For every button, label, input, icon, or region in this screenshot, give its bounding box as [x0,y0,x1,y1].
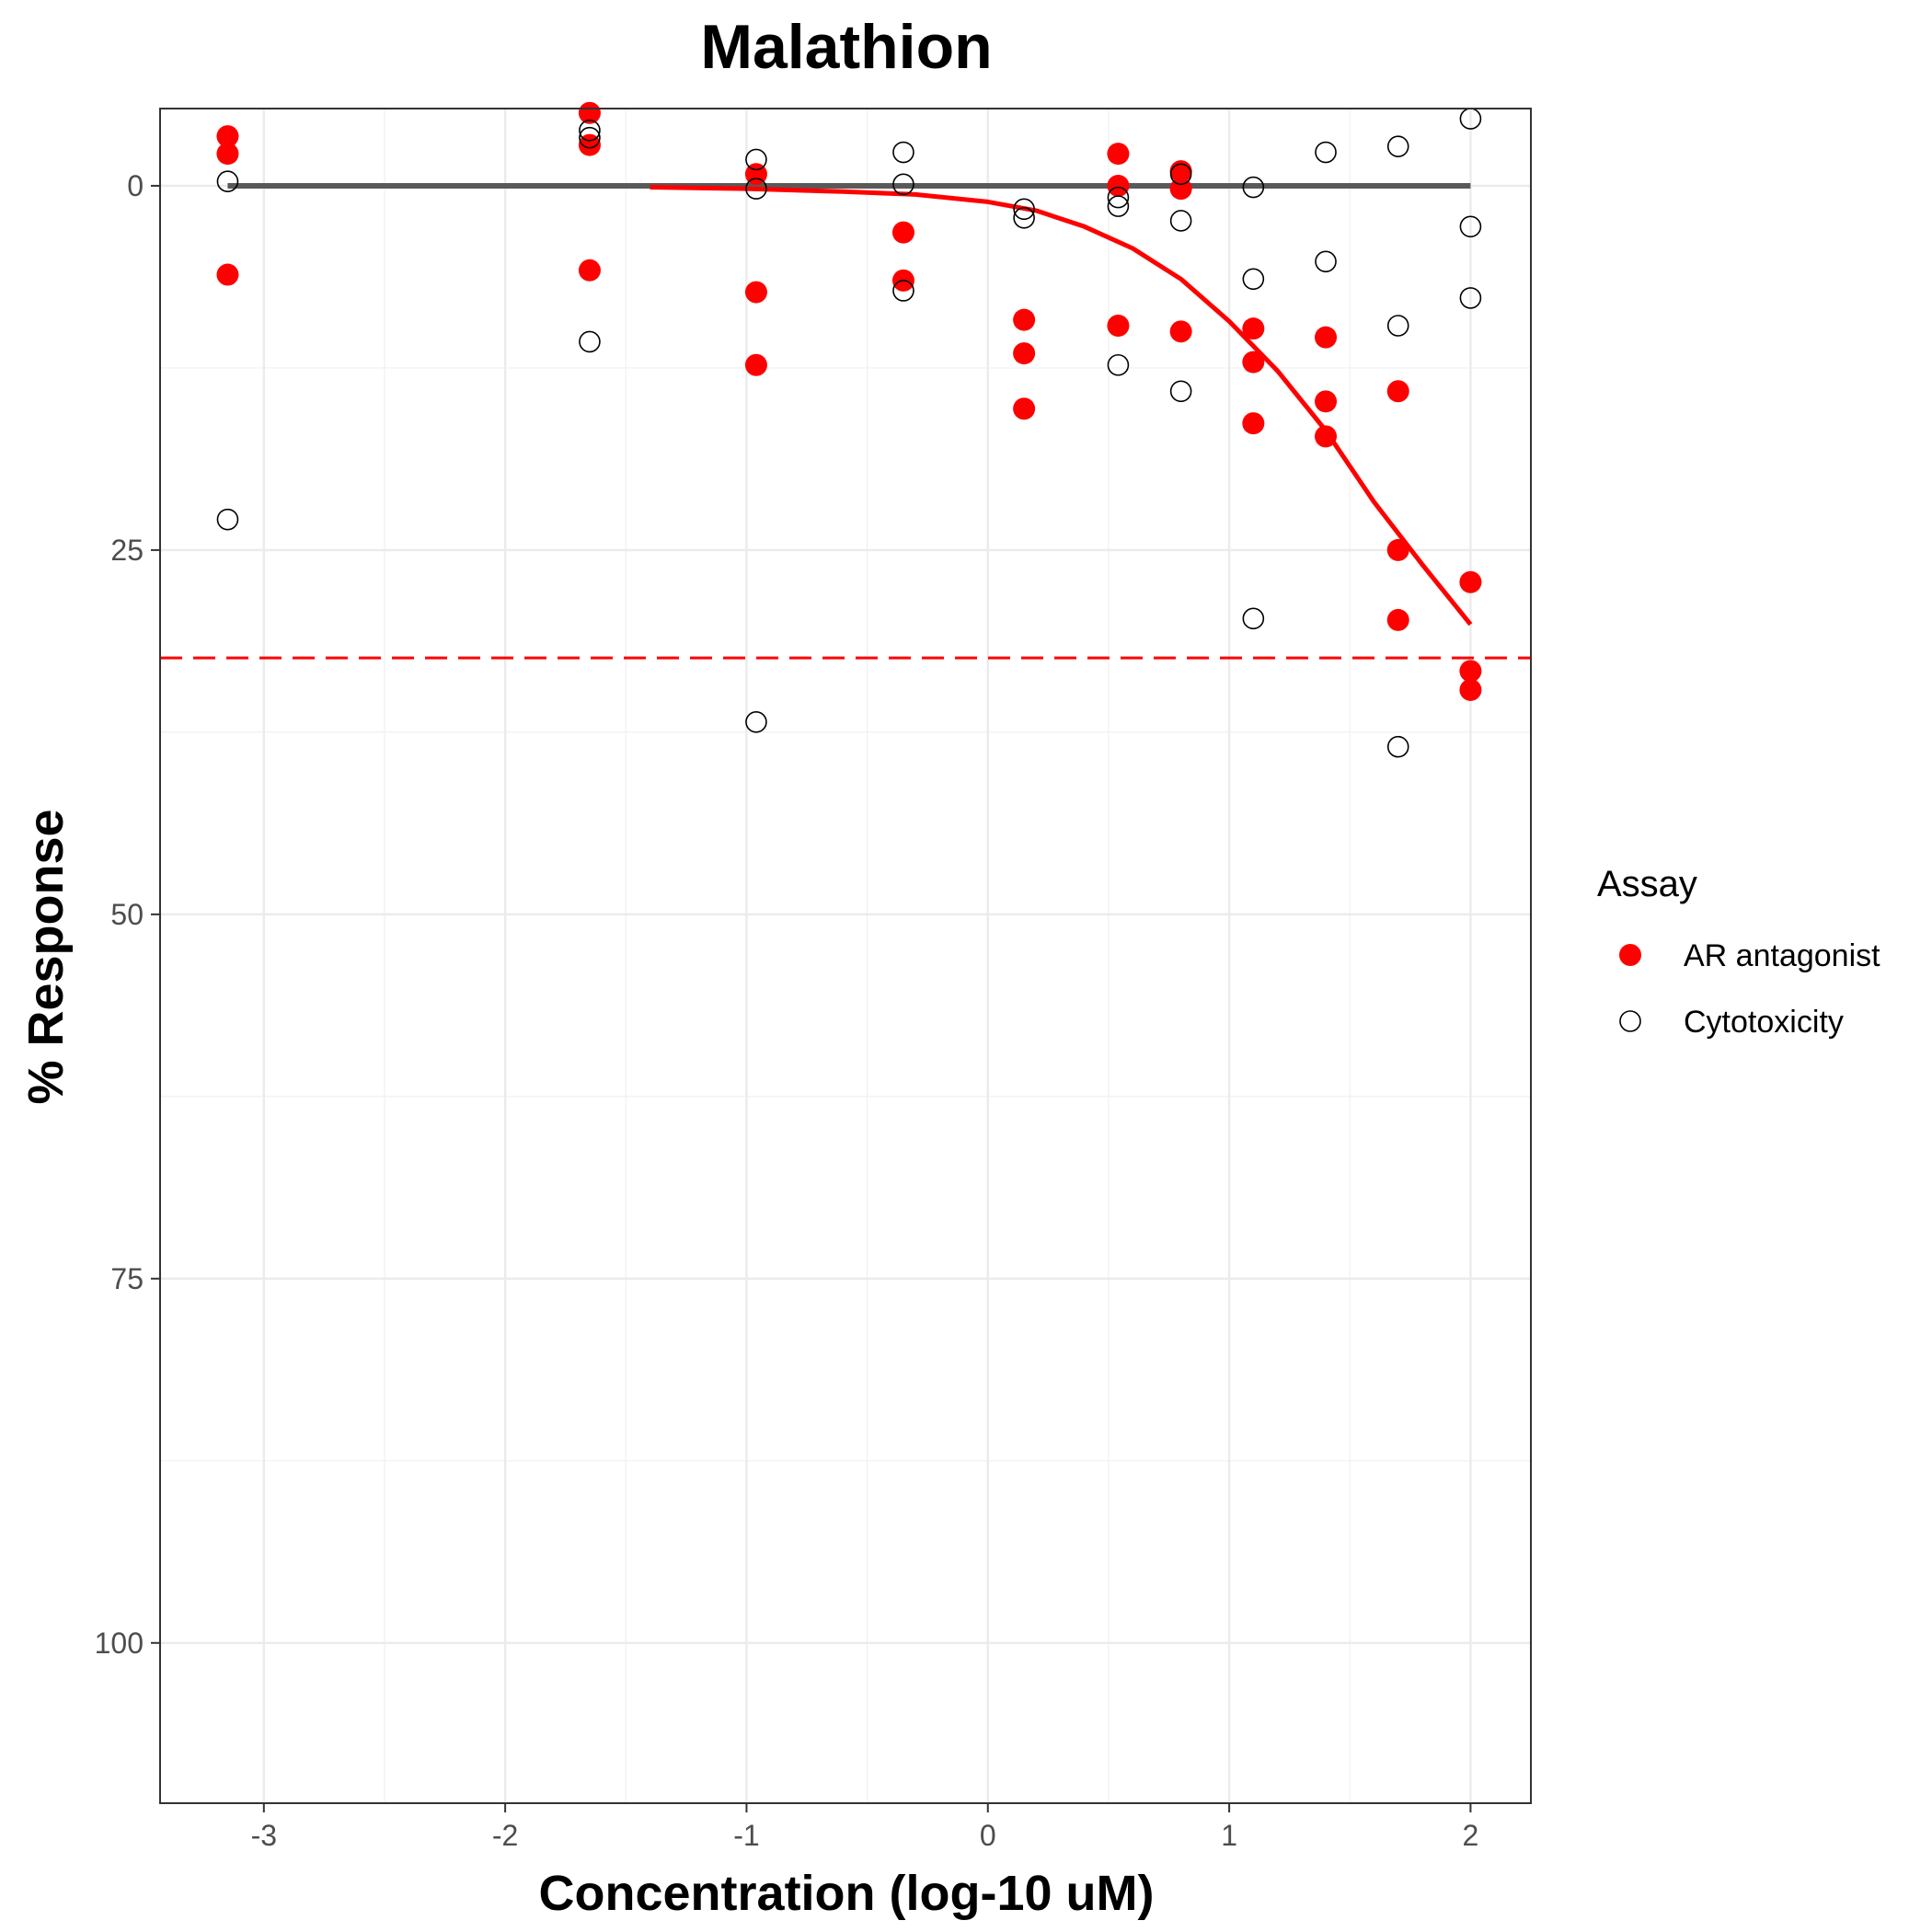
x-tick-label: 0 [980,1819,996,1852]
x-tick-label: -2 [492,1819,518,1852]
point-ar-antagonist [1107,143,1130,166]
point-cytotoxicity [1386,135,1409,157]
reference-lines [160,182,1531,660]
x-tick-label: 1 [1221,1819,1237,1852]
point-cytotoxicity [892,141,914,164]
point-cytotoxicity [1169,210,1192,232]
point-cytotoxicity [1386,735,1409,758]
point-ar-antagonist [744,281,767,304]
data-points [216,101,1482,758]
point-ar-antagonist [216,263,239,286]
point-cytotoxicity [1107,186,1130,209]
x-tick-label: 2 [1463,1819,1479,1852]
point-ar-antagonist [1242,317,1265,340]
point-cytotoxicity [892,173,914,196]
point-cytotoxicity [892,280,914,302]
fit-curve [650,185,1473,627]
point-cytotoxicity [1169,380,1192,403]
chart-title: Malathion [700,12,992,82]
x-tick-label: -3 [251,1819,277,1852]
point-cytotoxicity [1013,206,1035,229]
point-cytotoxicity [1315,250,1337,273]
point-cytotoxicity [745,178,767,200]
point-ar-antagonist [1386,380,1409,403]
point-ar-antagonist [1459,660,1482,683]
point-cytotoxicity [1169,163,1192,186]
point-ar-antagonist [891,221,914,244]
legend-key-ar-antagonist [1619,944,1641,966]
point-ar-antagonist [744,353,767,376]
point-cytotoxicity [1242,176,1265,199]
y-axis-title: % Response [18,809,74,1104]
point-cytotoxicity [1242,607,1265,630]
point-ar-antagonist [1169,320,1192,343]
point-ar-antagonist [578,259,601,282]
point-ar-antagonist [1386,538,1409,561]
point-ar-antagonist [1315,326,1338,349]
y-tick-label: 50 [110,898,144,931]
y-tick-label: 25 [110,534,144,567]
grid [160,109,1531,1803]
point-cytotoxicity [1459,215,1482,238]
point-cytotoxicity [1107,195,1130,217]
plot-panel-border [159,108,1532,1804]
point-ar-antagonist [1315,425,1338,448]
point-cytotoxicity [745,710,767,733]
point-ar-antagonist [1013,342,1036,365]
point-ar-antagonist [578,101,601,124]
y-tick-label: 0 [127,169,144,202]
x-tick-label: -1 [733,1819,759,1852]
y-tick-label: 100 [95,1627,144,1660]
point-ar-antagonist [1242,412,1265,435]
point-ar-antagonist [1459,678,1482,701]
point-cytotoxicity [745,148,767,171]
point-cytotoxicity [1013,198,1035,221]
point-cytotoxicity [1107,353,1130,376]
point-cytotoxicity [1315,141,1337,164]
point-ar-antagonist [216,125,239,148]
point-cytotoxicity [1459,287,1482,309]
point-ar-antagonist [1013,308,1036,331]
point-ar-antagonist [1459,570,1482,593]
point-cytotoxicity [579,126,601,149]
point-cytotoxicity [1242,268,1265,291]
point-ar-antagonist [216,143,239,166]
legend-title: Assay [1597,864,1697,904]
point-ar-antagonist [1107,314,1130,337]
point-cytotoxicity [579,330,601,353]
fit-curve-line [650,185,1473,627]
point-cytotoxicity [1386,315,1409,337]
point-cytotoxicity [579,119,601,142]
legend: Assay AR antagonist Cytotoxicity [1597,864,1880,1040]
point-cytotoxicity [216,508,239,531]
legend-label-cytotoxicity: Cytotoxicity [1684,1005,1844,1040]
point-ar-antagonist [1242,351,1265,374]
legend-label-ar-antagonist: AR antagonist [1684,938,1880,973]
point-cytotoxicity [216,170,239,192]
point-ar-antagonist [1013,397,1036,420]
legend-key-cytotoxicity [1619,1010,1641,1032]
x-axis-title: Concentration (log-10 uM) [539,1866,1155,1921]
x-axis-ticks: -3 -2 -1 0 1 2 [251,1803,1479,1852]
point-ar-antagonist [1315,390,1338,413]
point-ar-antagonist [1386,608,1409,631]
y-axis-ticks: 0 25 50 75 100 [95,169,160,1660]
point-ar-antagonist [1107,174,1130,197]
y-tick-label: 75 [110,1262,144,1295]
